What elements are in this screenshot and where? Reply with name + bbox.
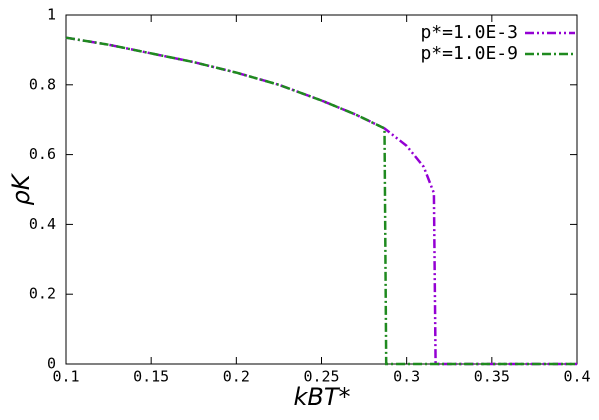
x-tick-label: 0.1	[52, 368, 79, 386]
plot-frame	[65, 14, 578, 365]
x-tick-label: 0.4	[563, 368, 590, 386]
y-axis-label: ρK	[7, 172, 35, 205]
y-tick-label: 0.4	[29, 215, 56, 233]
series-line	[65, 36, 577, 366]
legend-label: p*=1.0E-9	[420, 43, 518, 64]
y-tick-label: 0.2	[29, 285, 56, 303]
x-axis-label: kBT*	[293, 383, 350, 411]
y-tick-label: 0.8	[29, 75, 56, 93]
y-tick-label: 0	[47, 355, 56, 373]
x-tick-label: 0.25	[303, 368, 339, 386]
series-line	[65, 36, 577, 366]
y-tick-label: 0.6	[29, 145, 56, 163]
x-tick-label: 0.15	[133, 368, 169, 386]
y-tick-label: 1	[47, 6, 56, 24]
x-tick-label: 0.2	[223, 368, 250, 386]
x-tick-label: 0.35	[474, 368, 510, 386]
legend-label: p*=1.0E-3	[420, 22, 518, 43]
x-tick-label: 0.3	[393, 368, 420, 386]
